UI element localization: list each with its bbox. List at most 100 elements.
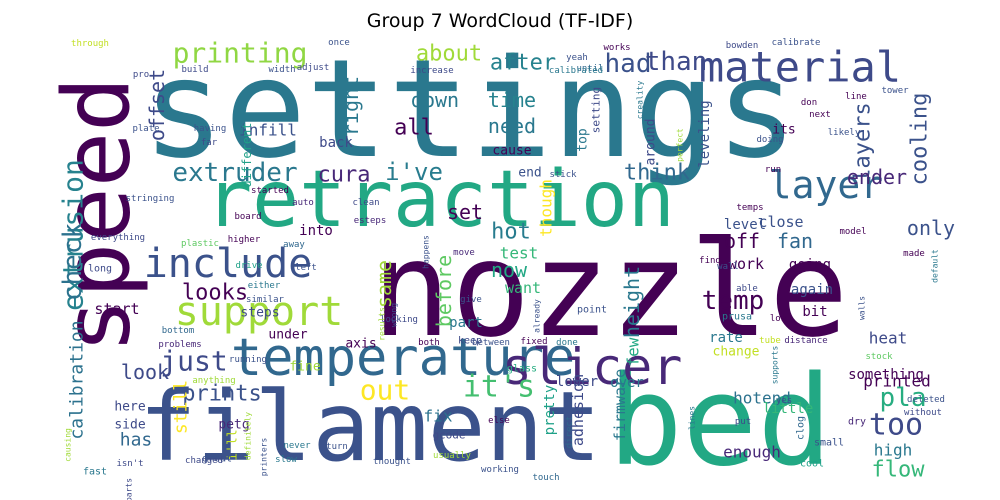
word-now: now	[491, 258, 528, 282]
word-layers: layers	[851, 102, 876, 181]
word-has: has	[120, 430, 153, 451]
word-work: work	[728, 255, 764, 273]
word-again: again	[791, 282, 833, 298]
word-stock: stock	[865, 352, 893, 362]
word-perfect: perfect	[676, 128, 685, 162]
word-setting: setting	[590, 87, 603, 133]
word-think: think	[624, 161, 690, 186]
word-around: around	[644, 119, 659, 166]
word-nozzle: nozzle	[372, 213, 849, 367]
word-than: than	[645, 47, 708, 77]
word-plate: plate	[132, 124, 159, 134]
word-still: still	[171, 380, 192, 434]
word-left: left	[295, 263, 317, 273]
word-far: far	[201, 138, 218, 148]
word-bowden: bowden	[726, 41, 759, 51]
word-pro: pro	[133, 70, 149, 80]
word-esteps: esteps	[354, 216, 387, 226]
word-its: its	[772, 123, 795, 138]
word-yes: yes	[776, 396, 792, 406]
word-firmware: firmware	[611, 369, 629, 441]
word-steps: steps	[240, 306, 279, 321]
word-results: results	[378, 307, 387, 341]
word-here: here	[114, 400, 145, 415]
word-check: check	[58, 223, 88, 302]
word-turn: turn	[326, 442, 348, 452]
word-direct: direct	[565, 416, 575, 449]
word-need: need	[488, 114, 536, 138]
word-support: support	[175, 289, 344, 335]
word-prusa: prusa	[722, 312, 752, 323]
word-deleted: deleted	[907, 395, 945, 405]
word-dry: dry	[848, 417, 866, 428]
word-height: height	[620, 266, 644, 338]
word-isn-t: isn't	[116, 459, 143, 469]
word-fast: fast	[83, 467, 107, 478]
word-having: having	[194, 124, 227, 134]
word-once: once	[328, 38, 350, 48]
word-until: until	[576, 64, 603, 74]
word-heat: heat	[869, 329, 908, 348]
word-back: back	[319, 135, 353, 151]
word-under: under	[268, 328, 307, 343]
word-temps: temps	[736, 203, 763, 213]
word-thought: thought	[373, 457, 411, 467]
word-doing: doing	[756, 135, 783, 145]
word-slicer: slicer	[502, 338, 683, 396]
word-prints: prints	[182, 382, 261, 407]
word-fan: fan	[777, 229, 813, 253]
word-great: great	[202, 454, 232, 465]
word-point: point	[577, 305, 607, 316]
word-through: through	[71, 39, 109, 49]
word-find: find	[699, 256, 721, 266]
word-all: all	[394, 116, 434, 141]
word-cool: cool	[800, 459, 824, 470]
word-pretty: pretty	[542, 385, 558, 436]
word-cura: cura	[318, 163, 371, 188]
word-lower: lower	[556, 374, 598, 390]
word-line: line	[845, 92, 867, 102]
word-flow: flow	[872, 458, 926, 483]
word-done: done	[556, 338, 578, 348]
word-layer: layer	[769, 163, 883, 207]
word-had: had	[605, 49, 652, 79]
word-change: change	[713, 345, 760, 360]
word-anything: anything	[192, 376, 235, 386]
word-out: out	[360, 374, 411, 407]
word-slow: slow	[275, 455, 297, 465]
word-usually: usually	[433, 451, 472, 461]
word-calibrate: calibrate	[772, 38, 821, 48]
word-already: already	[533, 299, 542, 333]
word-distance: distance	[784, 336, 827, 346]
word-top: top	[576, 128, 591, 152]
word-low: low	[770, 314, 787, 324]
word-calibrated: calibrated	[549, 66, 603, 76]
word-creality: creality	[636, 81, 645, 120]
word-petg: petg	[218, 418, 249, 433]
word-away: away	[283, 240, 305, 250]
word-give: give	[460, 295, 482, 305]
word-calibration: calibration	[67, 320, 88, 439]
word-axis: axis	[345, 337, 376, 352]
word-walls: walls	[858, 296, 867, 320]
word-extrusion: extrusion	[57, 159, 90, 311]
word-running: running	[229, 355, 267, 365]
word-it-s: it's	[463, 370, 535, 405]
word-keep: keep	[458, 336, 482, 347]
word-after: after	[490, 51, 556, 76]
word-between: between	[472, 338, 510, 348]
word-want: want	[505, 279, 541, 297]
word-looking: looking	[380, 315, 418, 325]
word-settings: settings	[142, 31, 797, 189]
word-made: made	[903, 249, 925, 259]
word-little: little	[763, 401, 814, 417]
word-works: works	[603, 43, 630, 53]
word-auto: auto	[292, 198, 314, 208]
word-definitely: definitely	[244, 412, 253, 460]
word-likely: likely	[828, 128, 861, 138]
word-different: different	[240, 122, 254, 187]
word-similar: similar	[246, 295, 285, 305]
word-retraction: retraction	[205, 155, 675, 245]
word-too: too	[869, 408, 923, 443]
